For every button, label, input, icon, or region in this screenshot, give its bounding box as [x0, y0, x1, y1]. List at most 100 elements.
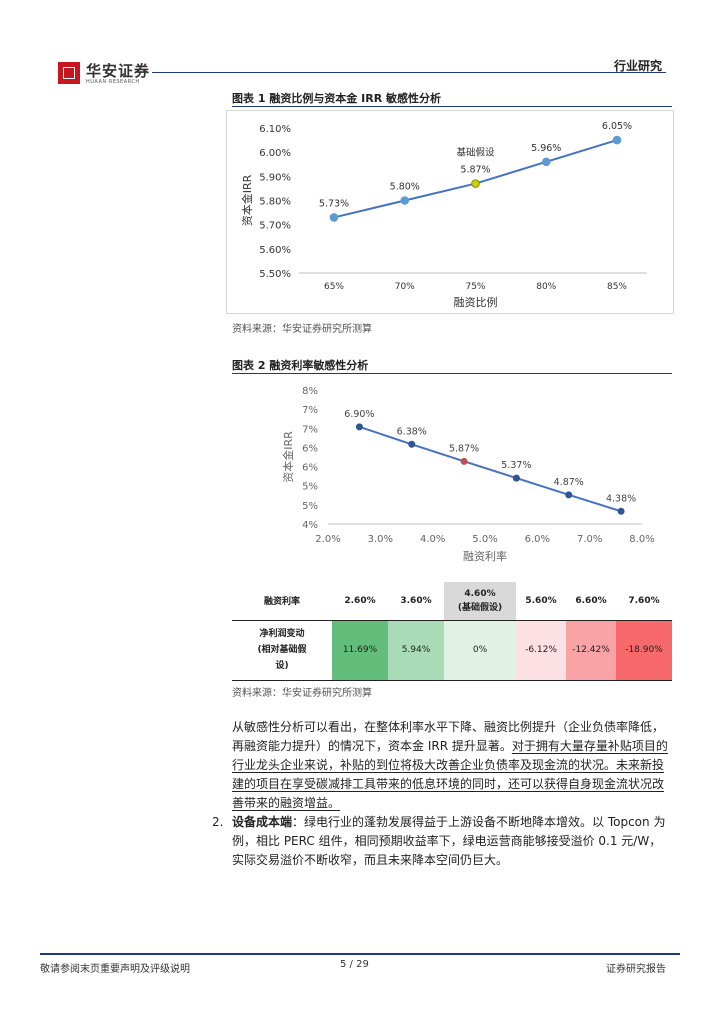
company-name: 华安证券 [86, 62, 151, 80]
data-point [565, 491, 573, 499]
table-cell: 5.60% [525, 595, 557, 606]
list-number: 2. [212, 815, 224, 829]
page-number: 5 / 29 [340, 959, 369, 970]
y-tick-label: 7% [302, 424, 318, 435]
paragraph-underlined-text: 对于拥有大量存量补贴项目的行业龙头企业来说，补贴的到位将极大改善企业负债率及现金… [232, 739, 668, 810]
data-point [612, 135, 622, 145]
x-tick-label: 70% [395, 282, 415, 292]
footer-disclaimer: 敬请参阅末页重要声明及评级说明 [40, 964, 190, 975]
sensitivity-table: 融资利率 2.60% 3.60% 4.60% (基础假设) 5.60% 6.60… [232, 582, 672, 681]
data-point [617, 507, 625, 515]
table-row: 融资利率 2.60% 3.60% 4.60% (基础假设) 5.60% 6.60… [232, 582, 672, 620]
table-cell-change: 5.94% [388, 620, 444, 680]
figure2-chart-frame: 4% 5% 5% 6% 6% 7% 7% 8% 2.0% 3.0% 4.0% 5.0% 6.0% 7.0%… [270, 380, 670, 570]
y-tick-label: 7% [302, 405, 318, 416]
y-tick-label: 5% [302, 482, 318, 493]
data-label: 4.87% [554, 477, 584, 488]
irr-vs-interest-rate-chart: 4% 5% 5% 6% 6% 7% 7% 8% 2.0% 3.0% 4.0% 5.0% 6.0% 7.0%… [281, 386, 655, 563]
paragraph-text: 从敏感性分析可以看出，在整体利率水平下降、融资比例提升（企业负债率降低，再融资能… [232, 720, 665, 753]
table-row-header: 净利润变动 (相对基础假 设) [232, 620, 332, 680]
figure2-caption: 图表 2 融资利率敏感性分析 [232, 359, 369, 372]
data-label: 4.38% [606, 493, 636, 504]
x-axis-title: 融资利率 [463, 549, 507, 563]
y-tick-label: 6% [302, 463, 318, 474]
data-label: 5.87% [460, 165, 490, 176]
row-header-line: 净利润变动 [259, 629, 305, 639]
x-tick-label: 2.0% [315, 534, 340, 545]
footer-doc-type: 证券研究报告 [606, 964, 666, 975]
y-tick-label: 5.70% [259, 221, 291, 232]
x-tick-label: 85% [607, 282, 627, 292]
data-point [471, 179, 480, 188]
x-tick-label: 5.0% [472, 534, 497, 545]
table-cell-change: -18.90% [616, 620, 672, 680]
row-header-line: (相对基础假 [257, 645, 307, 655]
table-cell: 2.60% [344, 595, 376, 606]
figure2-source: 资料来源：华安证券研究所测算 [232, 688, 372, 699]
y-tick-label: 6.00% [259, 148, 291, 159]
table-cell-base: 4.60% (基础假设) [444, 582, 516, 620]
x-tick-label: 6.0% [525, 534, 550, 545]
data-point [460, 457, 468, 465]
company-logo-icon [58, 62, 80, 84]
x-axis-title: 融资比例 [454, 295, 498, 309]
table-row-header: 融资利率 [263, 597, 300, 608]
table-cell: 7.60% [628, 595, 660, 606]
x-tick-label: 4.0% [420, 534, 445, 545]
y-axis-title: 资本金IRR [281, 431, 295, 483]
x-tick-label: 80% [536, 282, 556, 292]
y-tick-label: 5.50% [259, 269, 291, 280]
table-cell-change: 0% [444, 620, 516, 680]
y-tick-label: 6.10% [259, 124, 291, 135]
row-header-line: 设) [275, 661, 289, 671]
data-label: 6.90% [344, 409, 374, 420]
data-label: 6.38% [397, 426, 427, 437]
data-point [541, 157, 551, 167]
annotation-label: 基础假设 [456, 147, 495, 159]
y-tick-label: 4% [302, 520, 318, 531]
x-tick-label: 65% [324, 282, 344, 292]
y-tick-label: 6% [302, 443, 318, 454]
series-line [359, 425, 622, 513]
x-tick-label: 7.0% [577, 534, 602, 545]
sensitivity-table-wrap: 融资利率 2.60% 3.60% 4.60% (基础假设) 5.60% 6.60… [232, 582, 672, 681]
data-label: 5.73% [319, 198, 349, 209]
data-point [400, 196, 410, 205]
section-label: 行业研究 [613, 59, 662, 73]
list-item: 设备成本端：绿电行业的蓬勃发展得益于上游设备不断地降本增效。以 Topcon 为… [232, 813, 672, 870]
figure1-rule [232, 106, 672, 107]
figure1-source: 资料来源：华安证券研究所测算 [232, 324, 372, 335]
header-rule [152, 72, 666, 73]
figure2-rule [232, 373, 672, 374]
x-tick-label: 3.0% [368, 534, 393, 545]
y-tick-label: 5.80% [259, 197, 291, 208]
irr-vs-financing-ratio-chart: 5.50% 5.60% 5.70% 5.80% 5.90% 6.00% 6.10% 65% 70… [240, 121, 647, 309]
analysis-paragraph: 从敏感性分析可以看出，在整体利率水平下降、融资比例提升（企业负债率降低，再融资能… [232, 718, 672, 813]
y-axis-title: 资本金IRR [240, 174, 254, 226]
list-item-lead: 设备成本端 [232, 815, 293, 829]
data-point [329, 213, 339, 222]
base-note: (基础假设) [457, 602, 503, 613]
data-label: 5.37% [501, 460, 531, 471]
y-tick-label: 5% [302, 501, 318, 512]
data-label: 5.80% [390, 182, 420, 193]
table-cell-change: 11.69% [332, 620, 388, 680]
data-point [512, 474, 520, 482]
figure1-caption: 图表 1 融资比例与资本金 IRR 敏感性分析 [232, 92, 442, 105]
data-point [355, 423, 363, 431]
y-tick-label: 8% [302, 386, 318, 397]
data-label: 5.96% [531, 143, 561, 154]
x-tick-label: 75% [465, 282, 485, 292]
table-cell: 3.60% [400, 595, 432, 606]
table-row: 净利润变动 (相对基础假 设) 11.69% 5.94% 0% -6.12% -… [232, 620, 672, 680]
x-tick-label: 8.0% [629, 534, 654, 545]
table-cell-change: -6.12% [516, 620, 566, 680]
figure1-chart-frame: 5.50% 5.60% 5.70% 5.80% 5.90% 6.00% 6.10% 65% 70… [226, 110, 674, 314]
data-point [408, 440, 416, 448]
data-label: 5.87% [449, 443, 479, 454]
company-name-en: HUAAN RESEARCH [86, 79, 140, 85]
data-label: 6.05% [602, 121, 632, 132]
list-item-text: ：绿电行业的蓬勃发展得益于上游设备不断地降本增效。以 Topcon 为例，相比 … [232, 815, 666, 867]
y-tick-label: 5.90% [259, 172, 291, 183]
base-rate: 4.60% [464, 588, 496, 599]
